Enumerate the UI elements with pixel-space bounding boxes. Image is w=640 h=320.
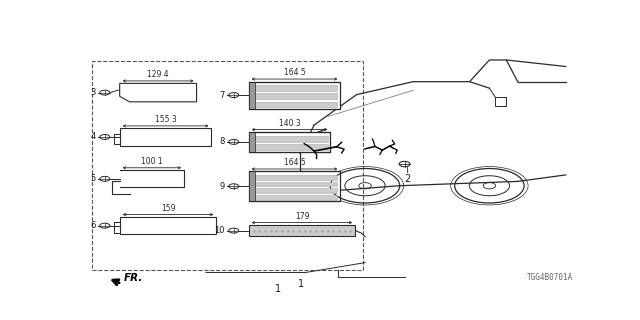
Text: 7: 7 bbox=[220, 91, 225, 100]
Text: 179: 179 bbox=[294, 212, 309, 220]
Text: 5: 5 bbox=[91, 174, 96, 183]
Bar bbox=[249, 132, 330, 152]
Bar bbox=[92, 60, 363, 270]
Bar bbox=[252, 181, 337, 186]
Text: 164 5: 164 5 bbox=[284, 158, 305, 167]
Text: 159: 159 bbox=[161, 204, 175, 212]
Bar bbox=[120, 217, 216, 234]
Text: 9: 9 bbox=[220, 182, 225, 191]
Bar bbox=[252, 93, 337, 99]
Bar bbox=[249, 82, 255, 108]
Bar bbox=[249, 172, 255, 201]
Bar bbox=[249, 82, 340, 108]
Bar bbox=[252, 188, 337, 193]
Bar bbox=[252, 101, 337, 107]
Bar bbox=[249, 225, 355, 236]
Bar bbox=[252, 195, 337, 200]
Text: 3: 3 bbox=[90, 88, 96, 97]
Text: 1: 1 bbox=[275, 284, 282, 293]
Bar bbox=[252, 175, 337, 180]
Text: 155 3: 155 3 bbox=[155, 115, 177, 124]
Text: 100 1: 100 1 bbox=[141, 157, 163, 166]
Bar bbox=[249, 172, 340, 201]
Text: 140 3: 140 3 bbox=[278, 119, 300, 128]
Text: 4: 4 bbox=[91, 132, 96, 141]
Text: 8: 8 bbox=[220, 137, 225, 146]
Text: 164 5: 164 5 bbox=[284, 68, 305, 77]
Text: 10: 10 bbox=[214, 226, 225, 235]
Bar bbox=[249, 132, 255, 152]
Text: TGG4B0701A: TGG4B0701A bbox=[527, 273, 573, 282]
Bar bbox=[252, 136, 328, 142]
Polygon shape bbox=[120, 84, 196, 102]
Bar bbox=[252, 85, 337, 91]
Text: FR.: FR. bbox=[124, 273, 143, 283]
Text: 2: 2 bbox=[404, 174, 410, 184]
Text: 1: 1 bbox=[298, 279, 304, 289]
Bar bbox=[252, 144, 328, 150]
Text: 6: 6 bbox=[90, 221, 96, 230]
Text: 129 4: 129 4 bbox=[147, 70, 169, 79]
Bar bbox=[120, 128, 211, 146]
